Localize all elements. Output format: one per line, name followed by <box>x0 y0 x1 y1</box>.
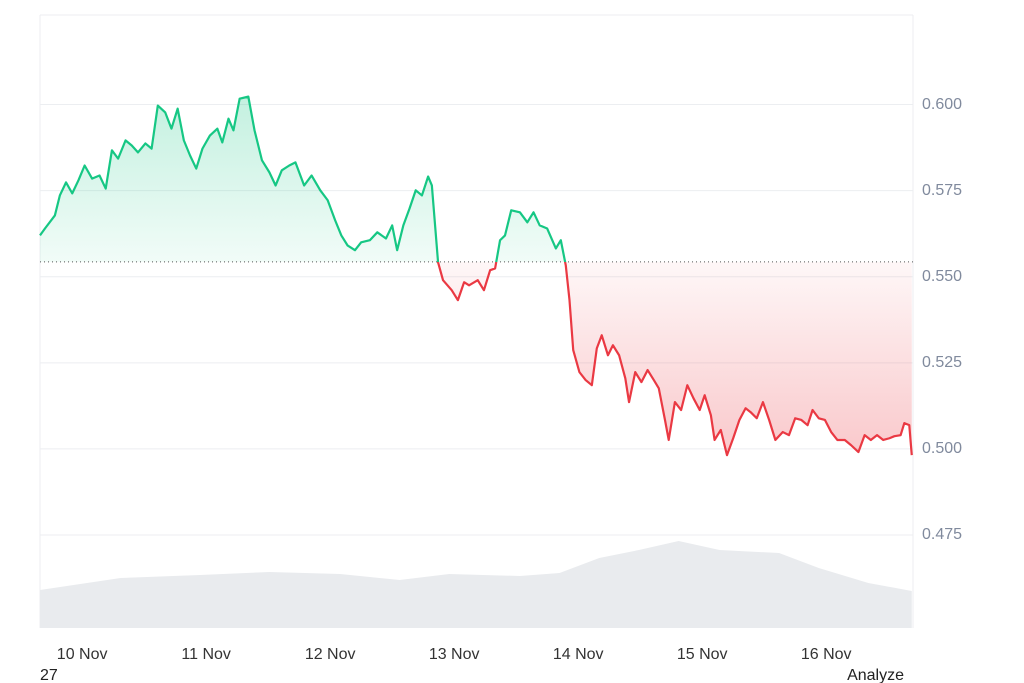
x-tick-label: 10 Nov <box>57 646 108 663</box>
y-tick-label: 0.500 <box>922 440 962 457</box>
price-line <box>39 95 913 457</box>
x-tick-label: 14 Nov <box>553 646 604 663</box>
price-area <box>40 96 912 456</box>
x-tick-label: 13 Nov <box>429 646 480 663</box>
y-tick-label: 0.600 <box>922 96 962 113</box>
y-tick-label: 0.550 <box>922 268 962 285</box>
y-tick-label: 0.575 <box>922 182 962 199</box>
x-tick-label: 12 Nov <box>305 646 356 663</box>
footer-left: 27 <box>40 667 58 683</box>
y-tick-label: 0.525 <box>922 354 962 371</box>
x-tick-label: 11 Nov <box>181 646 231 663</box>
volume-area <box>40 541 912 628</box>
x-tick-label: 16 Nov <box>801 646 852 663</box>
y-tick-label: 0.475 <box>922 526 962 543</box>
footer-right[interactable]: Analyze <box>847 667 904 683</box>
x-tick-label: 15 Nov <box>677 646 728 663</box>
